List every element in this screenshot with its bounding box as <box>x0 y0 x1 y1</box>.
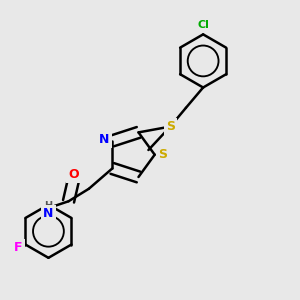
Text: N: N <box>99 133 110 146</box>
Text: O: O <box>68 168 79 181</box>
Text: F: F <box>14 241 23 254</box>
Text: S: S <box>166 120 175 133</box>
Text: N: N <box>43 207 53 220</box>
Text: H: H <box>44 201 52 211</box>
Text: S: S <box>158 148 167 161</box>
Text: Cl: Cl <box>197 20 209 30</box>
